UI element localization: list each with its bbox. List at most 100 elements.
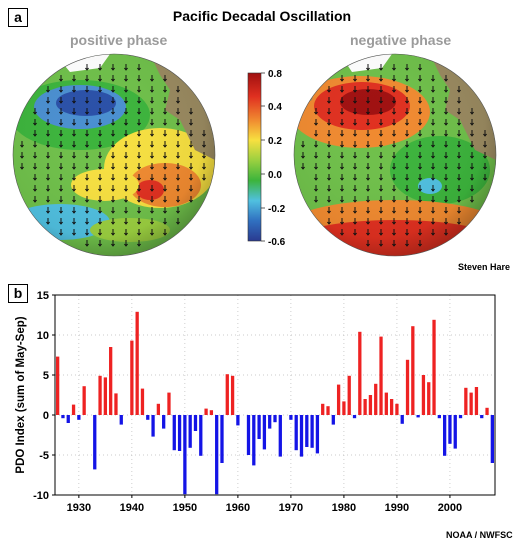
wind-arrow — [137, 229, 141, 236]
wind-arrow — [163, 86, 167, 93]
wind-arrow — [327, 218, 331, 225]
wind-arrow — [163, 174, 167, 181]
wind-arrow — [470, 108, 474, 115]
wind-arrow — [189, 108, 193, 115]
wind-arrow — [457, 185, 461, 192]
wind-arrow — [46, 119, 50, 126]
wind-arrow — [72, 229, 76, 236]
noaa-credit: NOAA / NWFSC — [446, 530, 513, 540]
wind-arrow — [163, 141, 167, 148]
wind-arrow — [444, 174, 448, 181]
wind-arrow — [176, 207, 180, 214]
wind-arrow — [137, 141, 141, 148]
wind-arrow — [457, 141, 461, 148]
pdo-title: Pacific Decadal Oscillation — [172, 8, 352, 24]
wind-arrow — [392, 207, 396, 214]
wind-arrow — [327, 97, 331, 104]
wind-arrow — [124, 130, 128, 137]
wind-arrow — [85, 185, 89, 192]
wind-arrow — [72, 163, 76, 170]
wind-arrow — [353, 97, 357, 104]
wind-arrow — [418, 108, 422, 115]
wind-arrow — [163, 163, 167, 170]
wind-arrow — [59, 97, 63, 104]
wind-arrow — [189, 174, 193, 181]
wind-arrow — [124, 229, 128, 236]
wind-arrow — [353, 119, 357, 126]
wind-arrow — [431, 108, 435, 115]
wind-arrow — [392, 163, 396, 170]
colorbar-tick-label: -0.6 — [268, 237, 286, 248]
wind-arrow — [163, 218, 167, 225]
wind-arrow — [418, 86, 422, 93]
wind-arrow — [379, 152, 383, 159]
wind-arrow — [137, 174, 141, 181]
wind-arrow — [392, 240, 396, 247]
wind-arrow — [444, 97, 448, 104]
wind-arrow — [379, 119, 383, 126]
wind-arrow — [59, 152, 63, 159]
wind-arrow — [444, 196, 448, 203]
wind-arrow — [33, 185, 37, 192]
wind-arrow — [163, 152, 167, 159]
wind-arrow — [150, 218, 154, 225]
wind-arrow — [98, 130, 102, 137]
wind-arrow — [85, 97, 89, 104]
wind-arrow — [418, 229, 422, 236]
wind-arrow — [72, 174, 76, 181]
wind-arrow — [327, 152, 331, 159]
wind-arrow — [418, 64, 422, 71]
wind-arrow — [176, 97, 180, 104]
wind-arrow — [124, 152, 128, 159]
wind-arrow — [59, 174, 63, 181]
wind-arrow — [470, 152, 474, 159]
wind-arrow — [366, 240, 370, 247]
wind-arrow — [150, 163, 154, 170]
wind-arrow — [137, 108, 141, 115]
wind-arrow — [189, 119, 193, 126]
wind-arrow — [353, 163, 357, 170]
wind-arrow — [72, 75, 76, 82]
wind-arrow — [85, 108, 89, 115]
wind-arrow — [366, 229, 370, 236]
wind-arrow — [392, 218, 396, 225]
wind-arrow — [379, 108, 383, 115]
wind-arrow — [353, 229, 357, 236]
wind-arrow — [124, 196, 128, 203]
wind-arrow — [189, 185, 193, 192]
wind-arrow — [405, 141, 409, 148]
wind-arrow — [314, 119, 318, 126]
wind-arrow — [98, 229, 102, 236]
wind-arrow — [85, 119, 89, 126]
wind-arrow — [59, 141, 63, 148]
wind-arrow — [85, 64, 89, 71]
wind-arrow — [59, 218, 63, 225]
wind-arrow — [98, 207, 102, 214]
wind-arrow — [46, 97, 50, 104]
wind-arrow — [483, 163, 487, 170]
wind-arrow — [392, 119, 396, 126]
wind-arrow — [444, 86, 448, 93]
wind-arrow — [444, 141, 448, 148]
wind-arrow — [405, 185, 409, 192]
wind-arrow — [418, 218, 422, 225]
wind-arrow — [98, 240, 102, 247]
wind-arrow — [137, 152, 141, 159]
wind-arrow — [59, 75, 63, 82]
wind-arrow — [124, 119, 128, 126]
wind-arrow — [392, 174, 396, 181]
wind-arrow — [418, 185, 422, 192]
wind-arrow — [59, 196, 63, 203]
wind-arrow — [405, 119, 409, 126]
wind-arrow — [176, 119, 180, 126]
wind-arrow — [366, 86, 370, 93]
wind-arrow — [20, 163, 24, 170]
wind-arrow — [353, 86, 357, 93]
wind-arrow — [46, 130, 50, 137]
wind-arrow — [483, 174, 487, 181]
wind-arrow — [405, 108, 409, 115]
wind-arrow — [314, 196, 318, 203]
wind-arrow — [111, 229, 115, 236]
wind-arrow — [327, 207, 331, 214]
wind-arrow — [85, 229, 89, 236]
